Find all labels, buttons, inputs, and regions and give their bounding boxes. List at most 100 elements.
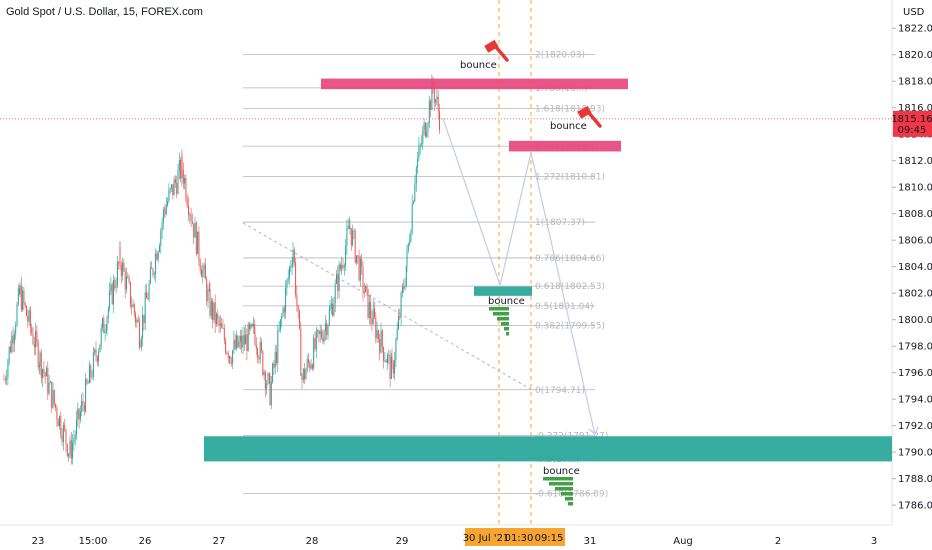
price-tag	[893, 110, 932, 137]
candle-body	[95, 349, 97, 357]
candle-body	[164, 209, 166, 215]
candle-body	[40, 352, 42, 378]
candle-body	[198, 231, 200, 261]
candle-body	[390, 356, 392, 379]
candle-body	[407, 243, 409, 251]
candle-body	[398, 315, 399, 329]
candle-body	[279, 319, 281, 330]
fib-level-label: 1(1807.37)	[535, 218, 585, 228]
candle-body	[212, 300, 214, 320]
candle-body	[237, 335, 239, 348]
candle-body	[439, 111, 440, 131]
candle-body	[22, 290, 24, 310]
candle-body	[113, 280, 114, 304]
candle-body	[90, 365, 92, 378]
candle-body	[285, 287, 287, 313]
candle-body	[277, 330, 279, 364]
candle-body	[333, 303, 335, 316]
candle-body	[47, 367, 49, 394]
candle-body	[233, 339, 235, 351]
candle-body	[53, 389, 55, 404]
x-tick-label: 28	[306, 536, 319, 547]
candle-body	[153, 273, 155, 275]
candle-body	[305, 370, 307, 380]
volume-bar	[568, 502, 573, 506]
volume-bar	[561, 492, 573, 496]
y-tick-label: 1806.00	[898, 236, 932, 247]
candle-body	[151, 267, 153, 269]
candle-body	[110, 284, 112, 292]
candle-body	[377, 330, 379, 340]
zone-resistance-upper[interactable]	[321, 78, 628, 90]
candle-body	[278, 329, 280, 331]
candle-body	[13, 334, 15, 344]
hammer-icon-handle	[587, 111, 602, 128]
volume-bar	[565, 497, 573, 501]
candle-body	[156, 253, 158, 260]
candle-body	[417, 158, 419, 168]
candle-body	[36, 331, 38, 342]
candle-body	[193, 223, 195, 238]
candle-body	[89, 365, 90, 383]
candle-body	[155, 253, 157, 274]
candle-body	[430, 100, 432, 111]
hammer-icon-handle	[494, 45, 509, 62]
candle-body	[59, 416, 60, 427]
candle-body	[66, 443, 68, 456]
candle-body	[105, 329, 107, 332]
candle-body	[269, 375, 271, 406]
candle-body	[64, 424, 66, 430]
candle-body	[422, 130, 424, 144]
candle-body	[359, 258, 361, 281]
candle-body	[218, 318, 220, 326]
candle-body	[306, 359, 308, 371]
candle-body	[392, 362, 394, 374]
time-highlight	[465, 528, 565, 546]
candle-body	[186, 199, 188, 206]
candle-body	[142, 314, 144, 339]
candle-body	[65, 429, 67, 444]
candle-body	[79, 411, 81, 420]
zone-support-middle[interactable]	[474, 286, 532, 296]
candle-body	[391, 356, 393, 363]
candle-body	[42, 369, 44, 378]
candle-body	[341, 264, 343, 270]
candle-body	[353, 230, 355, 232]
candle-body	[162, 210, 164, 223]
candle-body	[123, 262, 125, 272]
candle-body	[349, 228, 351, 229]
chart-title: Gold Spot / U.S. Dollar, 15, FOREX.com	[6, 6, 203, 18]
candle-body	[157, 251, 159, 260]
x-tick-label: 29	[396, 536, 409, 547]
candle-body	[324, 323, 326, 332]
fib-level-label: 1.618(1815.93)	[535, 105, 605, 115]
candle-body	[208, 289, 210, 290]
candle-body	[201, 269, 202, 278]
candle-body	[16, 304, 18, 326]
candle-body	[356, 255, 357, 263]
candle-body	[87, 382, 89, 384]
candle-body	[227, 353, 229, 359]
candle-body	[184, 177, 186, 184]
candle-body	[209, 289, 211, 316]
candle-body	[74, 435, 76, 439]
zone-resistance-lower[interactable]	[509, 140, 621, 152]
candle-body	[327, 325, 329, 336]
x-tick-label: 15:00	[79, 536, 108, 547]
candle-body	[29, 310, 31, 328]
candle-body	[243, 335, 245, 345]
price-tag-value: 1815.16	[891, 114, 932, 125]
candle-body	[106, 317, 108, 330]
candle-body	[39, 352, 41, 367]
zone-support-lower[interactable]	[204, 436, 892, 462]
candle-body	[413, 201, 414, 204]
candle-body	[262, 351, 264, 375]
candle-body	[82, 400, 84, 405]
candle-body	[371, 317, 373, 325]
candle-body	[55, 403, 57, 408]
candle-body	[421, 143, 422, 145]
fib-level-label: 2(1820.03)	[535, 50, 585, 60]
candle-body	[149, 267, 151, 284]
candle-body	[100, 327, 102, 345]
